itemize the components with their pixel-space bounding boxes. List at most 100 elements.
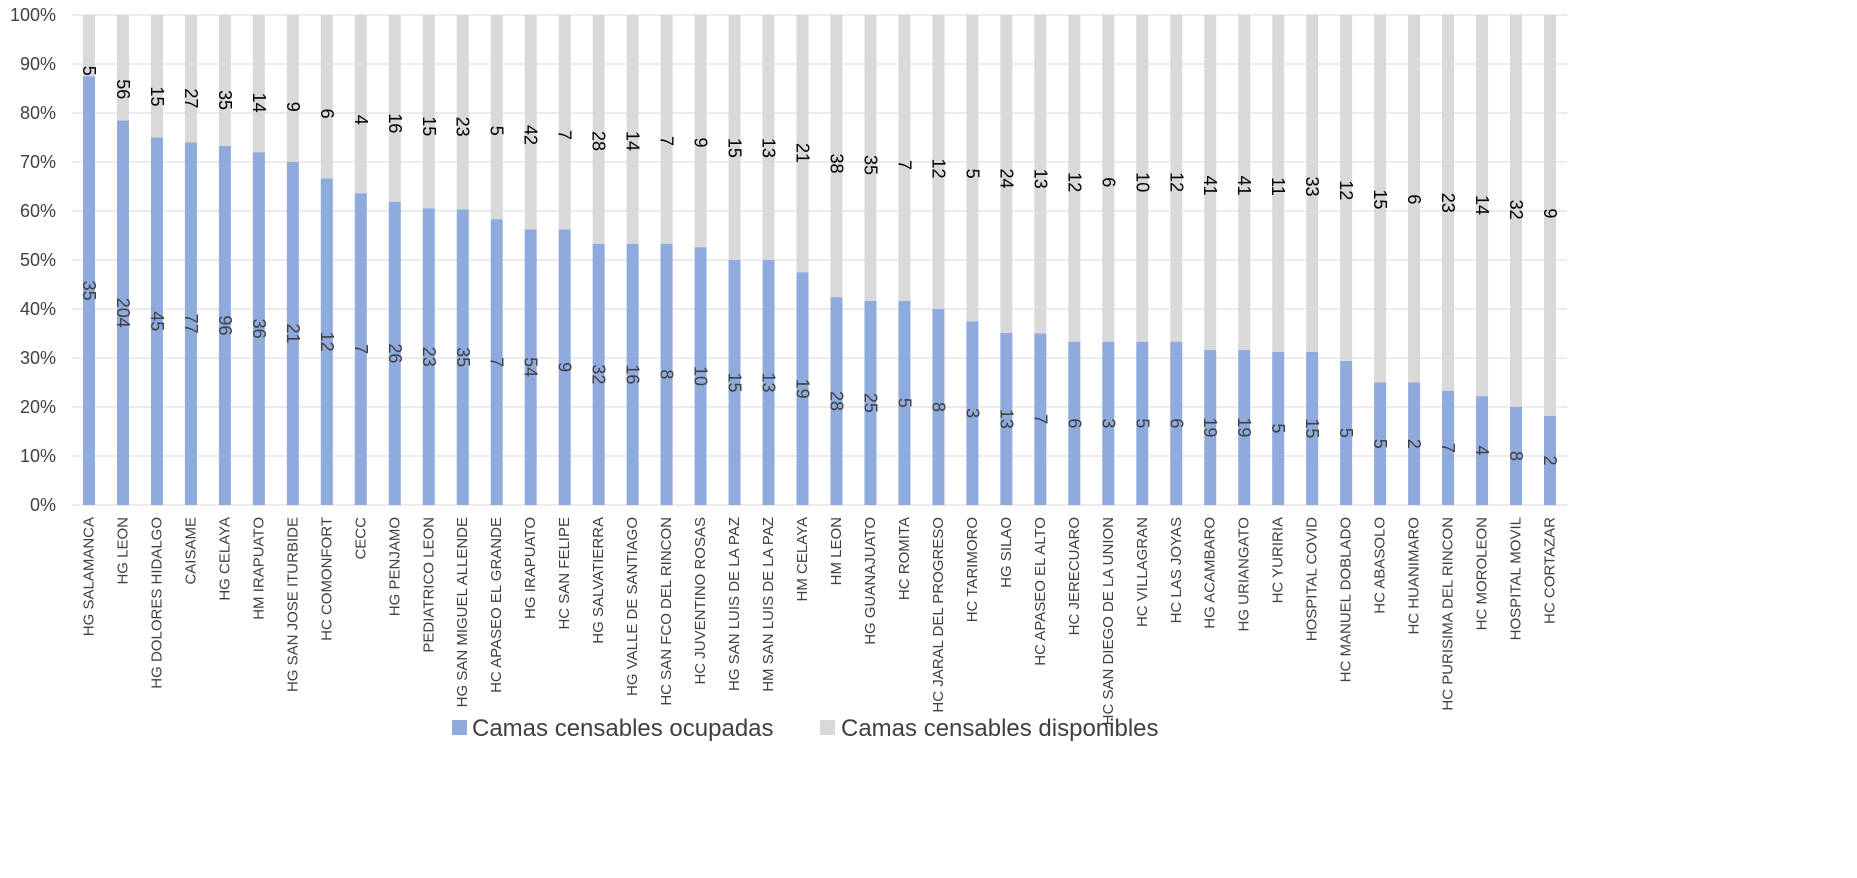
x-category-label: HG VALLE DE SANTIAGO	[624, 517, 641, 696]
data-label-available: 11	[1268, 177, 1288, 196]
data-label-occupied: 5	[1268, 423, 1288, 433]
bar-occupied	[1102, 341, 1115, 505]
x-category-label: HC SAN FCO DEL RINCON	[658, 517, 675, 706]
data-label-available: 5	[487, 126, 507, 136]
bar-available	[1340, 15, 1353, 361]
data-label-available: 9	[691, 137, 711, 147]
bar-available	[1272, 15, 1285, 352]
data-label-occupied: 3	[962, 408, 982, 418]
bar-occupied	[932, 309, 945, 505]
bar-available	[1442, 15, 1455, 391]
data-label-occupied: 32	[589, 364, 609, 384]
data-label-available: 24	[996, 168, 1016, 188]
bar-available	[1136, 15, 1149, 342]
bar-available	[1102, 15, 1115, 342]
y-tick-label: 10%	[20, 446, 56, 466]
bar-occupied	[1442, 390, 1455, 505]
bar-occupied	[1204, 349, 1217, 505]
data-label-occupied: 7	[1030, 414, 1050, 424]
data-label-available: 12	[928, 158, 948, 178]
data-label-available: 12	[1336, 180, 1356, 200]
bar-occupied	[966, 321, 979, 505]
data-label-available: 5	[962, 169, 982, 179]
bar-occupied	[1170, 341, 1183, 505]
x-category-label: HG SALVATIERRA	[590, 517, 607, 644]
bar-occupied	[354, 193, 367, 505]
x-category-label: HC SAN DIEGO DE LA UNION	[1100, 517, 1117, 725]
bar-available	[218, 15, 231, 146]
bar-occupied	[592, 243, 605, 505]
data-label-occupied: 7	[487, 357, 507, 367]
bar-available	[762, 15, 775, 260]
bar-occupied	[218, 145, 231, 506]
x-category-label: HC LAS JOYAS	[1168, 517, 1185, 623]
data-label-occupied: 9	[555, 362, 575, 372]
data-label-occupied: 19	[793, 379, 813, 399]
data-label-occupied: 54	[521, 357, 541, 377]
bar-available	[626, 15, 639, 244]
bar-available	[252, 15, 265, 153]
bar-occupied	[82, 76, 95, 505]
bar-available	[558, 15, 571, 230]
y-tick-label: 80%	[20, 103, 56, 123]
x-category-label: HC APASEO EL ALTO	[1032, 517, 1049, 666]
y-tick-label: 50%	[20, 250, 56, 270]
bar-available	[796, 15, 809, 273]
y-tick-label: 70%	[20, 152, 56, 172]
bar-available	[1510, 15, 1523, 407]
bar-available	[966, 15, 979, 322]
data-label-occupied: 12	[317, 332, 337, 352]
data-label-available: 35	[215, 90, 235, 110]
x-category-label: HG SAN JOSE ITURBIDE	[284, 517, 301, 692]
legend-swatch-occupied	[452, 720, 467, 735]
x-category-label: HC YURIRIA	[1270, 517, 1287, 603]
data-label-available: 27	[181, 88, 201, 108]
bar-occupied	[388, 201, 401, 505]
data-label-available: 16	[385, 113, 405, 133]
data-label-available: 7	[657, 136, 677, 146]
y-tick-label: 60%	[20, 201, 56, 221]
data-label-occupied: 10	[691, 366, 711, 386]
x-category-label: HC VILLAGRAN	[1134, 517, 1151, 627]
bar-available	[660, 15, 673, 244]
data-label-available: 15	[147, 86, 167, 106]
data-label-occupied: 4	[1472, 446, 1492, 456]
bar-occupied	[1034, 333, 1047, 505]
bar-available	[1204, 15, 1217, 350]
bar-occupied	[898, 300, 911, 505]
x-category-label: HC APASEO EL GRANDE	[488, 517, 505, 693]
bars	[82, 15, 1557, 506]
x-category-label: HOSPITAL MOVIL	[1508, 517, 1525, 640]
data-label-occupied: 5	[894, 398, 914, 408]
bar-available	[1068, 15, 1081, 342]
bar-available	[694, 15, 707, 248]
y-tick-label: 30%	[20, 348, 56, 368]
bar-occupied	[184, 142, 197, 505]
x-category-label: HC PURISIMA DEL RINCON	[1440, 517, 1457, 711]
bar-occupied	[524, 229, 537, 505]
data-label-available: 14	[249, 93, 269, 113]
bar-available	[864, 15, 877, 301]
x-category-label: HC SAN FELIPE	[556, 517, 573, 630]
bar-occupied	[1476, 396, 1489, 505]
bar-occupied	[830, 297, 843, 505]
bar-occupied	[694, 247, 707, 505]
bar-available	[728, 15, 741, 260]
data-label-occupied: 36	[249, 319, 269, 339]
data-label-available: 13	[759, 138, 779, 158]
x-category-label: HC MANUEL DOBLADO	[1338, 517, 1355, 682]
data-label-occupied: 15	[725, 372, 745, 392]
bar-available	[116, 15, 129, 121]
bar-available	[286, 15, 299, 162]
y-tick-label: 100%	[10, 5, 56, 25]
data-label-available: 33	[1302, 176, 1322, 196]
bar-available	[1000, 15, 1013, 333]
bar-occupied	[1408, 382, 1421, 505]
bar-occupied	[796, 272, 809, 505]
x-category-label: HG LEON	[114, 517, 131, 585]
data-label-available: 32	[1506, 200, 1526, 220]
data-label-occupied: 45	[147, 311, 167, 331]
legend-swatch-available	[820, 720, 835, 735]
